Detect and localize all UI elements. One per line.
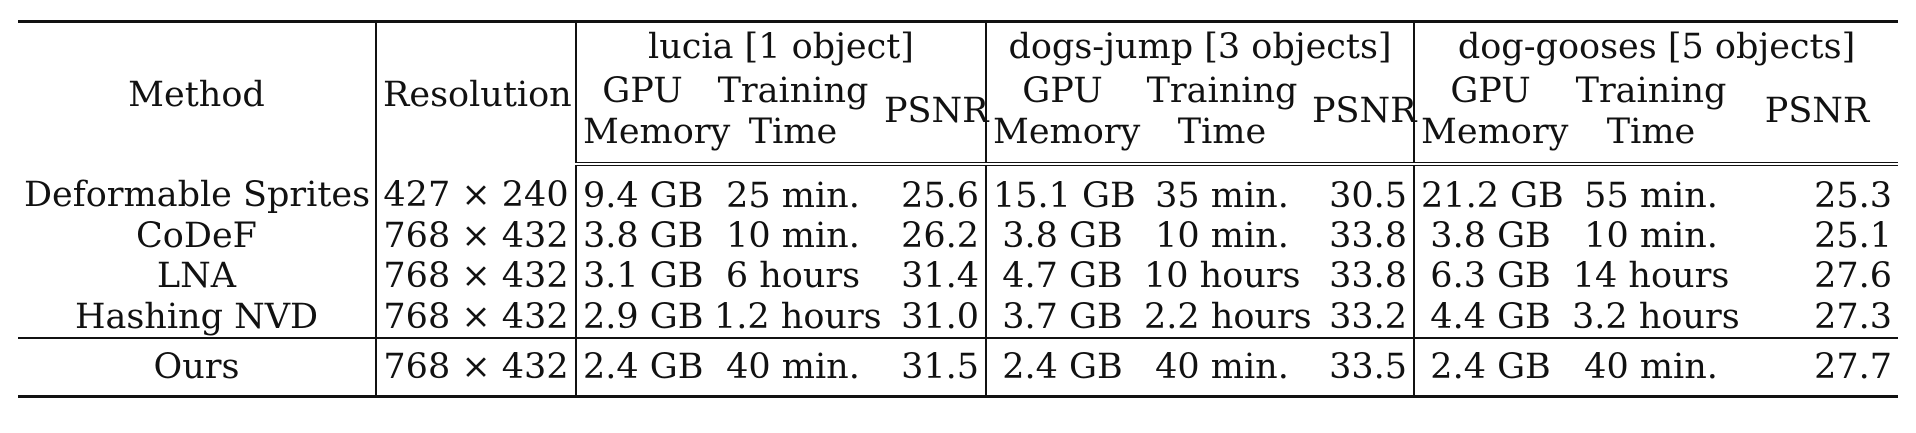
cell-training-time: 6 hours [725,256,861,297]
header-resolution: Resolution [375,19,576,164]
header-method: Method [18,19,376,164]
cell-training-time: 10 min. [1584,216,1718,256]
header-row-groups: Method Resolution lucia [1 object] dogs-… [18,19,1899,164]
cell-gpu-memory: 2.4 GB [1413,336,1567,398]
cell-method: Deformable Sprites [24,174,371,215]
cell-training-time: 1.2 hours [714,296,882,337]
cell-training-time: 3.2 hours [1572,296,1740,337]
cell-psnr: 31.5 [878,336,986,398]
cell-training-time: 40 min. [1138,336,1306,398]
cell-gpu-memory: 4.7 GB [985,256,1138,297]
header-row-metrics: GPU Memory Training Time PSNR GPU Memory… [18,69,1899,166]
header-gpu-text: GPU [1022,71,1103,112]
group-header-dog-gooses: dog-gooses [5 objects] [1413,20,1899,70]
cell-training-time: 40 min. [1566,336,1737,398]
cell-training-time: 55 min. [1584,175,1718,216]
cell-resolution: 768 × 432 [375,216,576,257]
cell-resolution: 427 × 240 [375,163,576,216]
cell-training-time: 10 min. [726,216,860,256]
header-gpu-memory: GPU Memory [575,69,731,166]
group-header-lucia: lucia [1 object] [575,20,986,70]
cell-psnr: 31.0 [901,296,979,337]
results-table-container: Method Resolution lucia [1 object] dogs-… [18,19,1899,398]
header-memory-text: Memory [993,111,1141,152]
cell-psnr: 26.2 [901,216,979,256]
cell-gpu-memory: 3.8 GB [985,216,1138,257]
cell-gpu-memory: 2.9 GB [575,296,708,338]
cell-resolution: 768 × 432 [375,336,576,398]
cell-training-time: 14 hours [1572,256,1730,297]
cell-psnr: 25.1 [1814,216,1893,256]
table-row-ours: Ours 768 × 432 2.4 GB 40 min. 31.5 2.4 G… [18,336,1899,398]
header-memory-text: Memory [583,111,731,152]
cell-psnr: 31.4 [901,256,979,297]
header-gpu-text: GPU [602,71,683,112]
cell-psnr: 27.6 [1814,256,1893,297]
header-gpu-text: GPU [1450,71,1531,112]
cell-training-time: 40 min. [708,336,878,398]
cell-gpu-memory: 4.4 GB [1413,296,1567,338]
cell-gpu-memory: 15.1 GB [985,163,1138,216]
header-time-text: Time [748,111,838,152]
cell-psnr: 33.8 [1329,216,1408,256]
header-training-text: Training [717,71,869,112]
header-training-text: Training [1575,71,1727,112]
cell-gpu-memory: 3.8 GB [575,216,708,257]
table-row: Hashing NVD 768 × 432 2.9 GB 1.2 hours 3… [18,296,1898,338]
header-memory-text: Memory [1421,111,1569,152]
header-training-time: Training Time [1566,69,1737,166]
header-time-text: Time [1606,111,1696,152]
header-psnr: PSNR [1736,69,1899,166]
header-training-time: Training Time [1138,69,1306,166]
cell-gpu-memory: 9.4 GB [575,163,708,216]
cell-psnr: 33.8 [1329,256,1408,297]
results-table: Method Resolution lucia [1 object] dogs-… [18,19,1899,398]
cell-method: CoDeF [136,216,257,256]
header-training-time: Training Time [708,69,878,166]
cell-training-time: 10 min. [1155,216,1289,256]
table-row: LNA 768 × 432 3.1 GB 6 hours 31.4 4.7 GB… [18,256,1898,297]
cell-method: LNA [156,256,237,297]
header-time-text: Time [1177,111,1267,152]
cell-psnr: 30.5 [1329,175,1408,216]
cell-training-time: 35 min. [1155,175,1289,216]
header-psnr: PSNR [1306,69,1417,166]
header-gpu-memory: GPU Memory [1413,69,1569,166]
table-row: CoDeF 768 × 432 3.8 GB 10 min. 26.2 3.8 … [18,216,1898,257]
cell-method: Ours [18,336,376,398]
cell-training-time: 25 min. [726,175,860,216]
cell-psnr: 25.6 [901,175,979,216]
cell-gpu-memory: 6.3 GB [1413,256,1567,297]
cell-psnr: 33.2 [1329,296,1408,337]
cell-psnr: 33.5 [1306,336,1415,398]
cell-resolution: 768 × 432 [375,256,576,297]
cell-training-time: 10 hours [1144,256,1301,297]
header-training-text: Training [1146,71,1298,112]
cell-gpu-memory: 2.4 GB [985,336,1138,398]
cell-gpu-memory: 21.2 GB [1413,163,1567,216]
cell-method: Hashing NVD [74,296,319,337]
group-header-dogs-jump: dogs-jump [3 objects] [984,20,1415,70]
cell-gpu-memory: 3.8 GB [1413,216,1567,257]
cell-gpu-memory: 3.1 GB [575,256,708,297]
cell-psnr: 27.7 [1736,336,1899,398]
cell-gpu-memory: 2.4 GB [575,336,708,398]
header-gpu-memory: GPU Memory [985,69,1141,166]
cell-gpu-memory: 3.7 GB [985,296,1138,338]
header-psnr: PSNR [878,69,989,166]
cell-resolution: 768 × 432 [375,296,576,338]
cell-psnr: 27.3 [1814,296,1893,337]
cell-psnr: 25.3 [1814,175,1893,216]
cell-training-time: 2.2 hours [1144,296,1312,337]
table-row: Deformable Sprites 427 × 240 9.4 GB 25 m… [18,163,1898,216]
